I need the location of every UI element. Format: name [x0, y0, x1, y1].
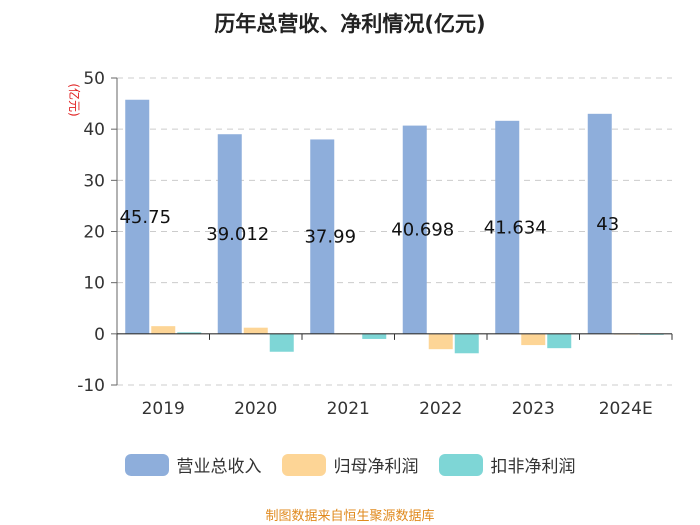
bar-1-2019	[151, 326, 176, 334]
legend-label: 营业总收入	[176, 457, 262, 477]
legend-item[interactable]: 扣非净利润	[438, 452, 576, 477]
y-axis-label: (亿元)	[67, 83, 82, 116]
x-tick-label: 2021	[327, 399, 370, 419]
legend-swatch	[124, 453, 169, 476]
data-labels: 45.75 39.012 37.99 40.698 41.634 43	[119, 207, 619, 248]
y-tick-label: 10	[83, 274, 105, 294]
bar-2-2021	[362, 333, 387, 339]
grid-lines	[117, 77, 672, 386]
source-note: 制图数据来自恒生聚源数据库	[265, 509, 435, 524]
data-label: 37.99	[304, 227, 356, 248]
bar-2-2020	[269, 333, 294, 352]
data-label: 41.634	[484, 217, 547, 238]
legend-label: 扣非净利润	[490, 457, 576, 477]
legend-item[interactable]: 归母净利润	[281, 452, 419, 477]
x-tick-label: 2022	[419, 399, 462, 419]
legend-item[interactable]: 营业总收入	[124, 452, 262, 477]
y-tick-label: 50	[83, 69, 105, 89]
axes: 50 40 30 20 10 0 -10 2019 2020 2021 2022 2023 2024E	[77, 69, 673, 419]
data-label: 45.75	[119, 207, 171, 228]
bar-0-2024E	[587, 113, 612, 334]
bar-0-2021	[310, 139, 335, 334]
y-tick-label: -10	[77, 376, 105, 396]
data-label: 40.698	[391, 220, 454, 241]
y-tick-label: 0	[94, 325, 105, 345]
bar-0-2019	[125, 99, 150, 334]
bar-1-2020	[243, 327, 268, 334]
x-tick-label: 2019	[142, 399, 185, 419]
bar-2-2023	[547, 333, 572, 349]
bar-1-2022	[428, 333, 453, 350]
bar-2-2022	[454, 333, 479, 354]
chart-title: 历年总营收、净利情况(亿元)	[214, 12, 486, 36]
data-label: 43	[596, 214, 619, 235]
bar-0-2020	[217, 134, 242, 334]
bar-1-2023	[521, 333, 546, 346]
bar-2-2019	[177, 332, 202, 334]
legend-label: 归母净利润	[333, 457, 419, 477]
bar-0-2022	[402, 125, 427, 334]
data-label: 39.012	[206, 224, 269, 245]
x-tick-label: 2024E	[599, 399, 653, 419]
bars	[125, 99, 664, 354]
legend: 营业总收入 归母净利润 扣非净利润	[0, 452, 700, 477]
y-tick-label: 30	[83, 171, 105, 191]
legend-swatch	[281, 453, 326, 476]
y-tick-label: 40	[83, 120, 105, 140]
legend-swatch	[438, 453, 483, 476]
y-tick-label: 20	[83, 223, 105, 243]
bar-0-2023	[495, 120, 520, 334]
x-tick-label: 2020	[234, 399, 277, 419]
x-tick-label: 2023	[512, 399, 555, 419]
